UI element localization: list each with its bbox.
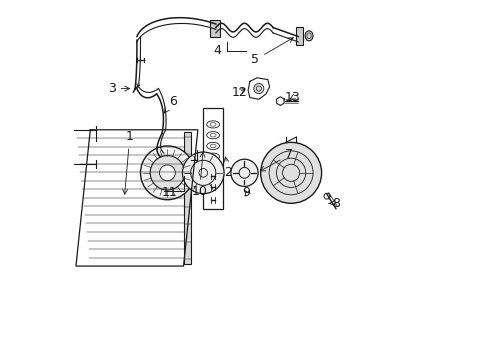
Bar [183,132,191,264]
Text: 13: 13 [285,91,300,104]
Circle shape [159,165,175,181]
FancyBboxPatch shape [296,27,303,45]
Text: 5: 5 [251,38,293,66]
Text: 7: 7 [260,148,293,171]
Circle shape [230,159,258,186]
Circle shape [140,146,194,200]
Circle shape [253,84,264,94]
FancyBboxPatch shape [210,20,219,37]
Circle shape [182,152,224,194]
Text: 8: 8 [328,197,339,210]
Ellipse shape [305,31,312,41]
Text: 9: 9 [242,186,250,199]
Text: 6: 6 [164,95,176,113]
Circle shape [260,142,321,203]
Text: 11: 11 [162,186,178,199]
Circle shape [150,156,184,190]
Bar [203,108,223,209]
Text: 12: 12 [231,86,246,99]
Text: 2: 2 [224,157,232,179]
Text: 4: 4 [213,44,221,57]
Text: 10: 10 [191,152,207,198]
Text: 3: 3 [108,82,129,95]
Text: 1: 1 [122,130,133,194]
